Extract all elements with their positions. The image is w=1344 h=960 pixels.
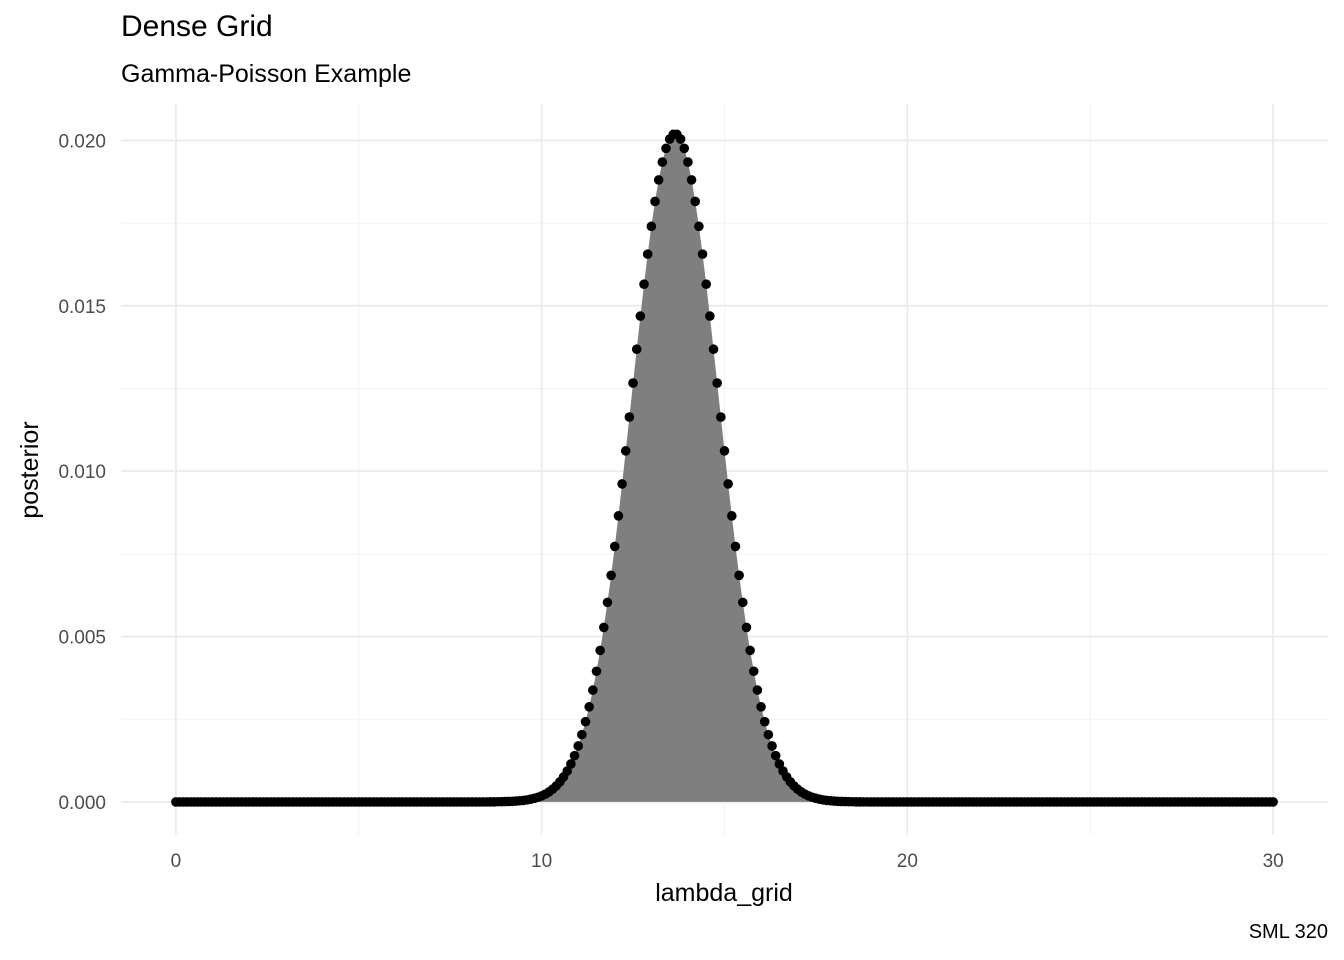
data-point [617,479,627,489]
data-point [577,729,587,740]
data-point [686,175,697,185]
data-point [602,597,613,608]
y-tick-label: 0.010 [58,462,106,483]
data-point [683,157,693,167]
data-point [635,311,646,321]
data-point [770,750,781,761]
data-point [606,570,616,581]
data-point [573,741,583,751]
data-point [631,344,642,355]
data-point [697,249,708,259]
data-point [566,759,576,769]
data-point [679,143,690,154]
data-point [650,196,660,207]
data-point [741,622,752,633]
data-point [588,685,598,695]
x-tick-label: 30 [1263,851,1284,872]
data-point [639,279,649,290]
data-point [569,750,580,761]
data-point [657,157,668,167]
data-point [730,541,741,552]
data-point [690,196,701,207]
y-tick-label: 0.000 [58,793,106,814]
data-point [727,511,737,521]
data-point [642,249,653,259]
data-point [584,702,594,712]
x-axis-ticks: 0 10 20 30 [171,851,1284,872]
y-tick-label: 0.020 [58,131,106,152]
x-axis-title: lambda_grid [655,879,793,907]
data-point [675,134,686,144]
data-point [620,446,631,456]
data-point [599,622,609,633]
data-point [694,221,704,232]
x-tick-label: 0 [171,851,182,872]
data-point [1268,797,1278,807]
data-point [748,666,759,677]
data-point [624,412,635,422]
data-point [595,645,605,656]
data-point [609,541,620,552]
y-axis-title: posterior [16,421,44,518]
y-axis-ticks: 0.000 0.005 0.010 0.015 0.020 [58,131,106,814]
data-point [591,666,602,677]
chart-caption: SML 320 [1248,921,1328,943]
y-tick-label: 0.005 [58,628,106,649]
data-point [712,378,722,388]
data-point [716,412,726,422]
density-area [175,134,1274,802]
data-point [646,221,657,232]
x-tick-label: 20 [897,851,918,872]
chart-subtitle: Gamma-Poisson Example [121,60,412,88]
data-point [580,716,591,727]
data-point [737,597,748,608]
data-point [701,279,712,290]
data-point [767,741,777,751]
data-point [719,446,730,456]
chart-title: Dense Grid [121,10,273,43]
data-point [653,175,664,185]
data-point [745,645,755,656]
data-point [708,344,719,355]
data-point [734,570,744,581]
data-point [756,702,766,712]
y-tick-label: 0.015 [58,297,106,318]
x-tick-label: 10 [531,851,552,872]
data-point [661,143,671,154]
data-points-layer [171,129,1278,807]
data-point [613,511,624,521]
data-point [705,311,715,321]
data-point [763,729,774,740]
data-point [628,378,638,388]
data-point [752,685,763,695]
data-point [723,479,733,489]
data-point [759,716,770,727]
density-fill-layer [175,134,1274,802]
